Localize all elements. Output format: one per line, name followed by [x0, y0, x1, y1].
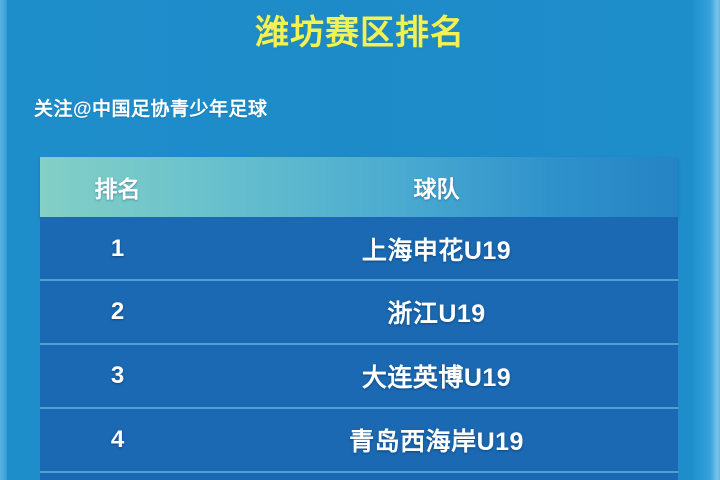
cell-team: 上海申花U19: [361, 236, 512, 265]
cell-team: 青岛西海岸U19: [349, 428, 524, 456]
table-row[interactable]: [40, 473, 678, 480]
table-row[interactable]: 2 浙江U19: [40, 281, 678, 345]
left-edge-highlight: [0, 0, 7, 480]
cell-rank: 1: [110, 234, 125, 262]
table-body: 1 上海申花U19 2 浙江U19 3 大连英博U19 4 青岛西海岸U19: [40, 217, 678, 480]
table-header-row: 排名 球队: [40, 157, 678, 217]
table-row[interactable]: 1 上海申花U19: [40, 217, 678, 281]
cell-rank: 2: [110, 298, 125, 325]
account-attribution: 关注@中国足协青少年足球: [34, 99, 268, 120]
column-header-team: 球队: [413, 176, 460, 202]
right-edge-highlight: [710, 0, 720, 480]
cell-team: 大连英博U19: [361, 364, 512, 392]
standings-table: 排名 球队 1 上海申花U19 2 浙江U19 3 大连英博U19 4 青岛西海…: [40, 157, 678, 480]
cell-rank: 4: [110, 426, 125, 453]
cell-rank: 3: [110, 362, 125, 389]
column-header-rank: 排名: [94, 176, 141, 202]
table-row[interactable]: 3 大连英博U19: [40, 345, 678, 409]
table-row[interactable]: 4 青岛西海岸U19: [40, 409, 678, 473]
cell-team: 浙江U19: [387, 300, 486, 328]
page-title: 潍坊赛区排名: [255, 14, 465, 52]
